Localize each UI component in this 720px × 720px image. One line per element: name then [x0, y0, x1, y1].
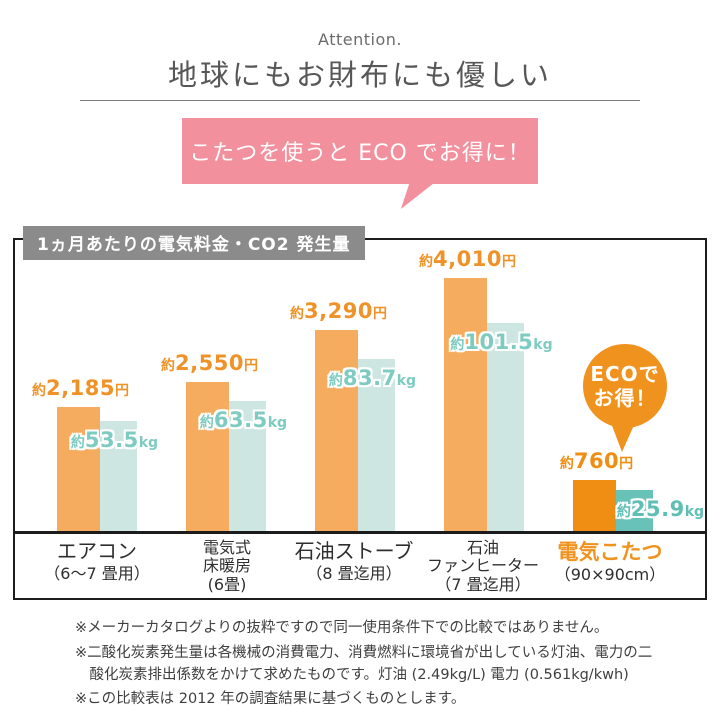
cost-value-label: 約2,185円	[32, 376, 129, 400]
category-label-line: 床暖房	[202, 556, 252, 576]
chart-panel: 1ヵ月あたりの電気料金・CO2 発生量 約2,185円約53.5kg エアコン （6…	[13, 226, 707, 600]
co2-value-label: 約53.5kg	[70, 428, 159, 452]
category-label: エアコン （6～7 畳用）	[44, 539, 149, 584]
cost-value-label: 約2,550円	[161, 351, 258, 375]
category-label-line: 石油ストーブ	[294, 539, 414, 563]
category-label: 電気こたつ （90×90cm）	[555, 539, 666, 585]
chart-baseline	[15, 531, 705, 534]
category-label-line: 石油	[466, 538, 500, 557]
eco-badge-line1: ECOで	[590, 362, 660, 386]
category-label-line: 電気式	[202, 538, 252, 557]
category-label: 電気式 床暖房 (6畳)	[202, 538, 252, 594]
cost-bar	[57, 407, 100, 531]
category-label-line: (6畳)	[207, 574, 247, 594]
category-label-line: （6～7 畳用）	[44, 564, 150, 583]
chart-title: 1ヵ月あたりの電気料金・CO2 発生量	[23, 226, 365, 260]
cost-value-label: 約3,290円	[290, 299, 387, 323]
eco-badge-tail	[611, 423, 635, 452]
page-title: 地球にもお財布にも優しい	[167, 58, 552, 92]
speech-bubble-tail	[400, 183, 434, 209]
header-divider	[80, 100, 640, 101]
cost-bar	[444, 278, 487, 531]
speech-bubble: こたつを使うと ECO でお得に！	[182, 118, 538, 184]
attention-label: Attention.	[318, 30, 402, 49]
cost-bar	[186, 382, 229, 531]
cost-bar	[573, 480, 616, 531]
eco-badge: ECOで お得！	[583, 344, 667, 428]
category-label-line: 電気こたつ	[557, 540, 663, 564]
co2-value-label: 約83.7kg	[328, 366, 417, 390]
eco-badge-line2: お得！	[593, 386, 657, 410]
co2-value-label: 約25.9kg	[616, 497, 705, 521]
co2-value-label: 約63.5kg	[199, 408, 288, 432]
cost-bar	[315, 330, 358, 531]
category-label: 石油 ファンヒーター （7 畳迄用）	[426, 538, 540, 594]
footnote-item: ※メーカーカタログよりの抜粋ですので同一使用条件下での比較ではありません。	[75, 620, 609, 636]
category-label-line: （8 畳迄用）	[306, 564, 402, 583]
category-label: 石油ストーブ （8 畳迄用）	[295, 539, 414, 584]
cost-value-label: 約4,010円	[419, 247, 516, 271]
category-label-line: エアコン	[56, 539, 137, 563]
footnotes: ※メーカーカタログよりの抜粋ですので同一使用条件下での比較ではありません。 ※二酸…	[75, 618, 663, 714]
category-label-line: ファンヒーター	[426, 556, 540, 576]
category-label-line: （90×90cm）	[554, 565, 666, 585]
footnote-item: ※二酸化炭素発生量は各機械の消費電力、消費燃料に環境省が出している灯油、電力の二…	[75, 644, 653, 683]
footnote-item: ※この比較表は 2012 年の調査結果に基づくものとします。	[75, 691, 466, 708]
co2-value-label: 約101.5kg	[450, 330, 553, 354]
category-label-line: （7 畳迄用）	[435, 574, 531, 594]
cost-value-label: 約760円	[559, 449, 634, 473]
